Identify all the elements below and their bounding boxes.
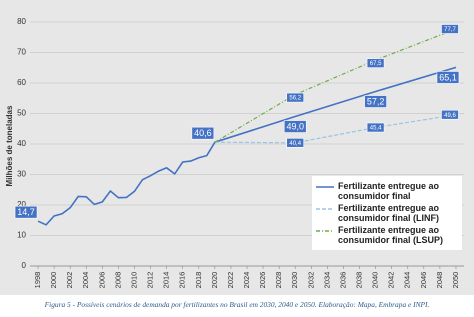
y-tick-label: 10 xyxy=(17,231,26,240)
x-tick-label: 2018 xyxy=(194,272,203,289)
x-tick-label: 2002 xyxy=(65,272,74,289)
legend-item: Fertilizante entregue ao consumidor fina… xyxy=(316,181,458,201)
x-tick-label: 2044 xyxy=(403,272,412,289)
legend-swatch xyxy=(316,230,334,232)
x-tick-label: 2038 xyxy=(355,272,364,289)
data-label: 49,0 xyxy=(286,121,304,131)
data-label: 14,7 xyxy=(17,207,35,217)
chart: Milhões de toneladas 0102030405060708019… xyxy=(0,0,474,295)
data-label: 49,6 xyxy=(444,113,456,119)
data-label-box xyxy=(366,58,385,68)
x-tick-label: 2050 xyxy=(451,272,460,289)
x-tick-label: 2020 xyxy=(210,272,219,289)
data-label: 56,2 xyxy=(289,96,301,102)
data-label-box xyxy=(191,126,215,140)
y-tick-label: 70 xyxy=(17,48,26,57)
x-tick-label: 2012 xyxy=(146,272,155,289)
x-tick-label: 2034 xyxy=(322,272,331,289)
x-tick-label: 2026 xyxy=(258,272,267,289)
x-tick-label: 2008 xyxy=(113,272,122,289)
series-line xyxy=(214,28,457,143)
data-label: 57,2 xyxy=(367,96,385,106)
x-tick-label: 2016 xyxy=(178,272,187,289)
chart-background xyxy=(0,0,474,295)
x-tick-label: 2030 xyxy=(290,272,299,289)
x-tick-label: 2040 xyxy=(371,272,380,289)
legend-item: Fertilizante entregue ao consumidor fina… xyxy=(316,203,458,223)
x-tick-label: 2048 xyxy=(435,272,444,289)
x-tick-label: 2022 xyxy=(226,272,235,289)
y-axis-label: Milhões de toneladas xyxy=(5,105,14,186)
data-label-box xyxy=(286,137,305,148)
x-tick-label: 2010 xyxy=(129,272,138,289)
x-tick-label: 1998 xyxy=(33,272,42,289)
y-tick-label: 30 xyxy=(17,170,26,179)
legend-label: Fertilizante entregue ao consumidor fina… xyxy=(338,203,440,223)
data-label-box xyxy=(364,95,387,108)
legend: Fertilizante entregue ao consumidor fina… xyxy=(312,176,462,250)
x-tick-label: 2032 xyxy=(306,272,315,289)
data-label-box xyxy=(436,71,460,84)
data-label-box xyxy=(441,24,459,34)
data-label: 40,4 xyxy=(289,141,301,147)
series-line xyxy=(37,66,457,226)
legend-label: Fertilizante entregue ao consumidor fina… xyxy=(338,181,440,201)
x-tick-label: 2004 xyxy=(81,272,90,289)
x-tick-label: 2046 xyxy=(419,272,428,289)
legend-label: Fertilizante entregue ao consumidor fina… xyxy=(338,225,444,245)
x-tick-label: 2006 xyxy=(97,272,106,289)
x-tick-label: 2024 xyxy=(242,272,251,289)
y-tick-label: 0 xyxy=(22,261,27,270)
series-line xyxy=(214,114,457,144)
x-tick-label: 2000 xyxy=(49,272,58,289)
legend-item: Fertilizante entregue ao consumidor fina… xyxy=(316,225,458,245)
caption: Figura 5 - Possíveis cenários de demanda… xyxy=(44,300,430,309)
y-tick-label: 60 xyxy=(17,78,26,87)
data-label: 45,4 xyxy=(370,126,382,132)
data-label-box xyxy=(283,120,307,133)
data-label-box xyxy=(286,92,305,103)
x-tick-label: 2014 xyxy=(162,272,171,289)
y-tick-label: 20 xyxy=(17,200,26,209)
y-tick-label: 50 xyxy=(17,109,26,118)
y-tick-label: 80 xyxy=(17,17,26,26)
x-tick-label: 2042 xyxy=(387,272,396,289)
data-label: 40,6 xyxy=(194,128,212,138)
data-label: 67,5 xyxy=(370,61,382,67)
data-label: 65,1 xyxy=(439,72,457,82)
legend-swatch xyxy=(316,186,334,188)
y-tick-label: 40 xyxy=(17,139,26,148)
data-label: 77,7 xyxy=(444,27,456,33)
data-label-box xyxy=(366,122,385,133)
legend-swatch xyxy=(316,208,334,210)
x-tick-label: 2028 xyxy=(274,272,283,289)
data-label-box xyxy=(14,205,38,219)
data-label-box xyxy=(441,109,459,120)
x-tick-label: 2036 xyxy=(338,272,347,289)
